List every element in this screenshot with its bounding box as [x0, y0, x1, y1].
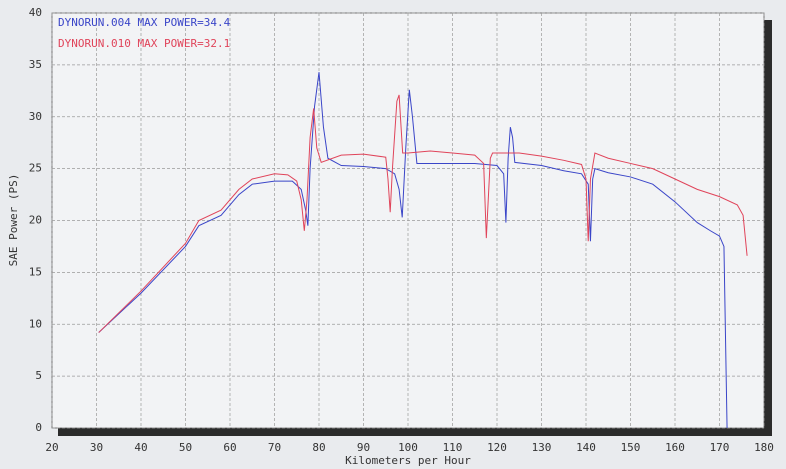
x-tick-label: 20 — [45, 441, 58, 454]
x-tick-label: 160 — [665, 441, 685, 454]
data-line — [98, 94, 748, 333]
shadow-right — [764, 20, 772, 436]
y-tick-label: 40 — [29, 6, 42, 19]
x-tick-label: 30 — [90, 441, 103, 454]
x-tick-label: 120 — [487, 441, 507, 454]
y-tick-label: 30 — [29, 110, 42, 123]
legend-entry: DYNORUN.010 MAX POWER=32.1 — [58, 37, 230, 50]
y-axis-label: SAE Power (PS) — [7, 174, 20, 267]
x-tick-label: 180 — [754, 441, 774, 454]
y-tick-label: 0 — [35, 421, 42, 434]
x-tick-label: 130 — [532, 441, 552, 454]
y-tick-label: 15 — [29, 265, 42, 278]
x-axis-label: Kilometers per Hour — [345, 454, 471, 467]
x-tick-label: 50 — [179, 441, 192, 454]
x-tick-label: 70 — [268, 441, 281, 454]
x-tick-label: 100 — [398, 441, 418, 454]
x-tick-label: 40 — [134, 441, 147, 454]
x-tick-label: 90 — [357, 441, 370, 454]
y-tick-label: 35 — [29, 58, 42, 71]
y-tick-label: 10 — [29, 317, 42, 330]
y-tick-label: 5 — [35, 369, 42, 382]
y-tick-label: 25 — [29, 162, 42, 175]
x-tick-label: 170 — [710, 441, 730, 454]
x-tick-label: 80 — [312, 441, 325, 454]
shadow-bottom — [58, 428, 772, 436]
x-tick-label: 150 — [621, 441, 641, 454]
legend-entry: DYNORUN.004 MAX POWER=34.4 — [58, 16, 231, 29]
x-tick-label: 110 — [443, 441, 463, 454]
x-tick-label: 140 — [576, 441, 596, 454]
x-tick-label: 60 — [223, 441, 236, 454]
y-tick-label: 20 — [29, 214, 42, 227]
